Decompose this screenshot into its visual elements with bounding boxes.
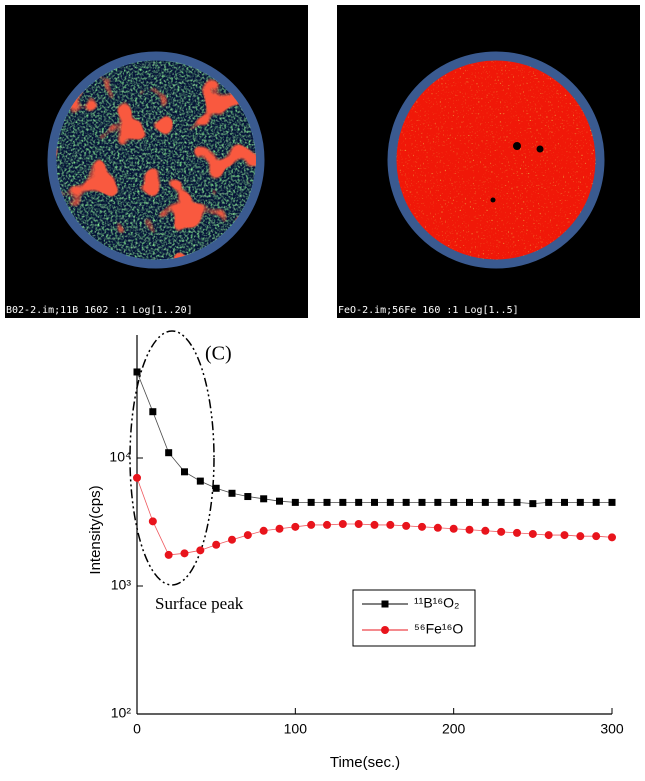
x-tick-label: 0 <box>133 721 141 737</box>
data-point <box>133 368 141 376</box>
data-point <box>370 520 379 529</box>
data-point <box>418 498 426 506</box>
annotation: Surface peak <box>155 594 244 613</box>
data-point <box>275 524 284 533</box>
data-point <box>259 526 268 535</box>
data-point <box>323 520 331 529</box>
data-point <box>592 532 601 541</box>
data-point <box>180 549 189 558</box>
data-point <box>196 546 205 555</box>
data-point <box>339 498 347 506</box>
ion-map <box>56 60 256 260</box>
series-line <box>136 371 612 505</box>
data-point <box>497 527 506 536</box>
data-point <box>355 498 363 506</box>
data-point <box>402 521 411 530</box>
data-point <box>291 522 300 531</box>
highlight-ellipse <box>129 330 215 586</box>
legend-label: ¹¹B¹⁶O₂ <box>414 595 459 611</box>
data-point <box>544 531 553 540</box>
y-tick-label: 10⁴ <box>109 449 131 465</box>
data-point <box>307 498 315 506</box>
data-point <box>513 498 521 506</box>
data-point <box>149 408 157 416</box>
data-point <box>608 498 616 506</box>
data-point <box>338 520 347 529</box>
legend-marker <box>381 600 389 608</box>
y-tick-label: 10³ <box>111 577 132 593</box>
legend-label: ⁵⁶Fe¹⁶O <box>414 621 463 637</box>
panel-label-text: (A) <box>12 26 45 52</box>
data-point <box>354 520 363 529</box>
data-point <box>181 468 188 476</box>
data-point <box>576 498 584 506</box>
data-point <box>196 477 204 485</box>
data-point <box>528 529 537 538</box>
data-point <box>481 498 489 506</box>
data-point <box>560 531 569 540</box>
data-point <box>466 498 473 506</box>
data-point <box>576 532 585 541</box>
y-axis-label: Intensity(cps) <box>87 485 104 574</box>
data-point <box>276 497 283 505</box>
data-point <box>243 531 252 540</box>
data-point <box>449 524 458 533</box>
data-point <box>513 528 521 537</box>
data-point <box>260 495 268 503</box>
x-tick-label: 100 <box>284 721 308 737</box>
data-point <box>561 498 568 506</box>
data-point <box>592 498 600 506</box>
data-point <box>545 498 553 506</box>
data-point <box>212 484 220 492</box>
data-point <box>323 498 331 506</box>
x-tick-label: 300 <box>600 721 624 737</box>
data-point <box>164 550 173 559</box>
data-point <box>291 498 299 506</box>
data-point <box>307 520 316 529</box>
chart-title: (C) <box>205 343 232 365</box>
data-point <box>228 489 236 497</box>
data-point <box>244 493 252 501</box>
data-point <box>386 520 395 529</box>
data-point <box>481 526 490 535</box>
legend <box>352 589 476 647</box>
data-point <box>529 500 537 508</box>
x-axis-label: Time(sec.) <box>330 754 400 771</box>
data-point <box>608 533 616 542</box>
panel-caption: B02-2.im;11B 1602 :1 Log[1..20] <box>6 305 193 316</box>
data-point <box>434 498 442 506</box>
data-point <box>450 498 458 506</box>
legend-marker <box>381 626 389 634</box>
data-point <box>133 473 141 482</box>
series-line <box>136 477 613 556</box>
ion-map <box>396 60 596 260</box>
data-point <box>165 449 173 457</box>
x-tick-label: 200 <box>442 721 466 737</box>
panel-label: (A) <box>12 26 45 52</box>
data-point <box>212 540 221 549</box>
data-point <box>465 525 474 534</box>
data-point <box>402 498 410 506</box>
panel-label: (B) <box>343 26 375 52</box>
data-point <box>433 523 442 532</box>
data-point <box>148 517 157 526</box>
data-point <box>371 498 378 506</box>
panel-caption: FeO-2.im;56Fe 160 :1 Log[1..5] <box>338 305 519 316</box>
data-point <box>497 498 505 506</box>
data-point <box>228 535 236 544</box>
y-tick-label: 10² <box>111 705 132 721</box>
data-point <box>418 522 426 531</box>
data-point <box>386 498 394 506</box>
